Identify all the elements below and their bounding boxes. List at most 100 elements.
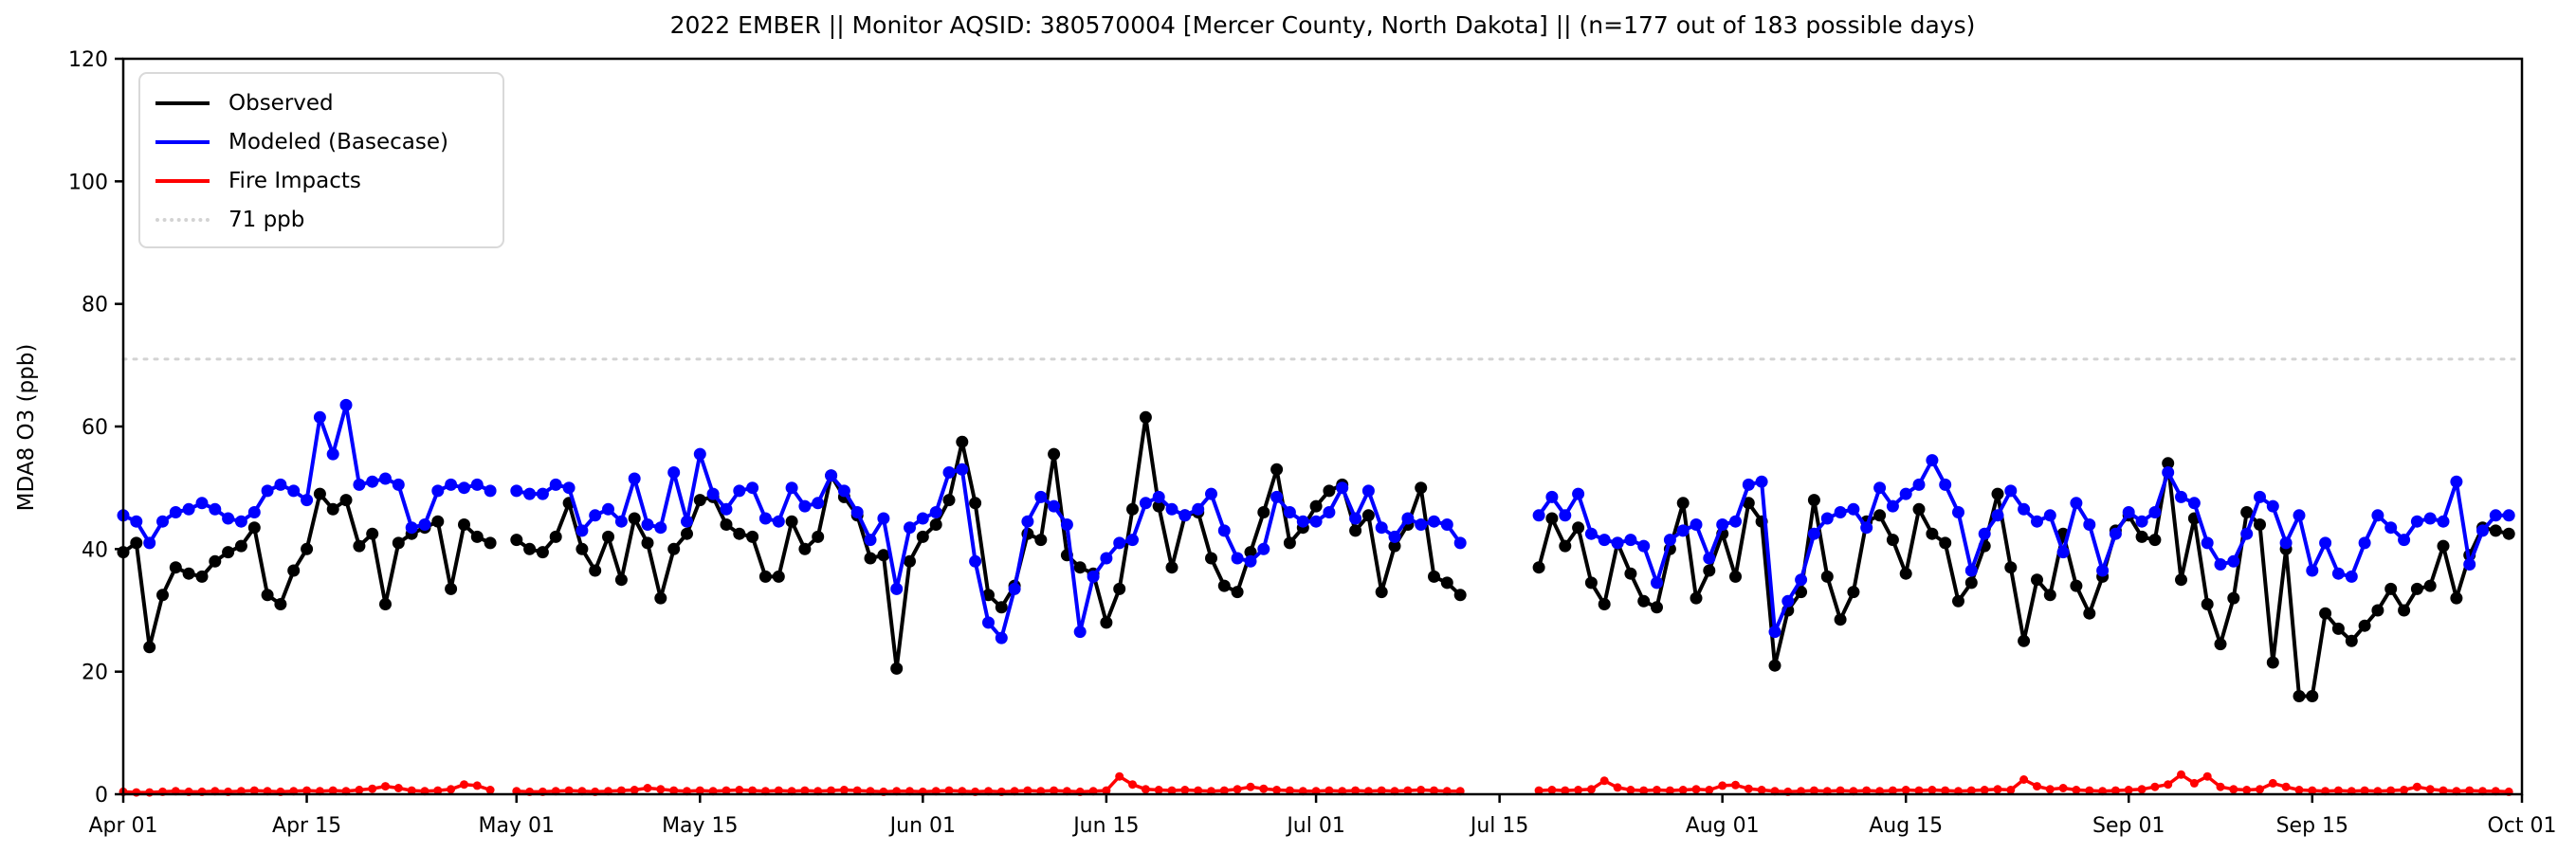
x-tick-label: May 01: [479, 814, 555, 838]
series-observed-marker: [510, 534, 523, 547]
series-fire-impacts-marker: [630, 786, 639, 794]
series-modeled-basecase-marker: [261, 484, 274, 498]
x-tick-label: Jul 15: [1469, 814, 1529, 838]
series-fire-impacts-marker: [1023, 786, 1032, 795]
series-modeled-basecase-marker: [1453, 536, 1467, 550]
series-modeled-basecase-marker: [890, 582, 904, 595]
series-modeled-basecase-marker: [758, 512, 772, 525]
series-modeled-basecase-marker: [2148, 506, 2162, 518]
series-observed-marker: [758, 570, 772, 583]
series-modeled-basecase-marker: [392, 478, 405, 491]
series-observed-marker: [1939, 536, 1952, 550]
series-fire-impacts-marker: [1901, 786, 1910, 794]
legend-item-fire: Fire Impacts: [140, 161, 502, 200]
series-modeled-basecase-marker: [1964, 564, 1978, 577]
series-observed-marker: [2358, 619, 2371, 632]
series-modeled-basecase-marker: [1847, 502, 1860, 516]
series-modeled-basecase-marker: [1899, 487, 1912, 500]
series-modeled-basecase-marker: [1100, 552, 1113, 565]
series-fire-impacts-marker: [1599, 776, 1609, 786]
series-fire-impacts-marker: [355, 786, 364, 794]
series-observed-marker: [812, 530, 825, 543]
series-fire-impacts-marker: [774, 786, 783, 795]
y-tick-label: 60: [82, 416, 108, 440]
series-fire-impacts-marker: [393, 784, 403, 792]
series-observed-marker: [1820, 570, 1834, 583]
series-fire-impacts-marker: [1154, 786, 1163, 794]
series-modeled-basecase-marker: [2004, 484, 2018, 498]
series-modeled-basecase-marker: [2070, 497, 2083, 510]
series-modeled-basecase-marker: [1873, 481, 1887, 495]
series-fire-impacts-marker: [643, 784, 652, 792]
series-modeled-basecase-marker: [222, 512, 235, 525]
series-observed-marker: [195, 570, 209, 583]
series-fire-impacts-marker: [2137, 785, 2147, 794]
series-modeled-basecase-marker: [1820, 512, 1834, 525]
series-modeled-basecase-marker: [2437, 515, 2450, 528]
series-modeled-basecase-marker: [1795, 573, 1808, 587]
series-modeled-basecase-marker: [733, 484, 746, 498]
series-fire-impacts-marker: [669, 786, 679, 795]
series-observed-marker: [1217, 579, 1231, 592]
series-fire-impacts-marker: [2256, 785, 2264, 794]
series-modeled-basecase-marker: [1165, 502, 1178, 516]
series-modeled-basecase-marker: [1781, 594, 1795, 608]
series-modeled-basecase-marker: [287, 484, 301, 498]
series-fire-impacts-marker: [1914, 786, 1924, 795]
legend-item-modeled: Modeled (Basecase): [140, 122, 502, 161]
series-modeled-basecase-marker: [904, 521, 916, 535]
series-modeled-basecase-marker: [837, 484, 850, 498]
series-modeled-basecase-marker: [536, 487, 549, 500]
series-modeled-basecase-marker: [2410, 515, 2423, 528]
series-modeled-basecase-marker: [681, 515, 693, 528]
series-modeled-basecase-marker: [942, 466, 956, 479]
series-observed-marker: [2384, 582, 2398, 595]
series-fire-impacts-marker: [2216, 782, 2225, 791]
series-modeled-basecase-marker: [1559, 509, 1572, 522]
series-modeled-basecase-marker: [2175, 490, 2187, 503]
series-observed-marker: [2083, 607, 2096, 620]
series-fire-impacts-marker: [1691, 785, 1701, 794]
chart-title: 2022 EMBER || Monitor AQSID: 380570004 […: [669, 11, 1976, 39]
series-observed-marker: [1532, 561, 1545, 574]
series-observed-marker: [1139, 410, 1152, 424]
series-observed-marker: [2410, 582, 2423, 595]
series-modeled-basecase-marker: [274, 478, 287, 491]
series-modeled-basecase-marker: [484, 484, 497, 498]
series-modeled-basecase-marker: [326, 447, 339, 461]
series-modeled-basecase-marker: [1676, 524, 1690, 537]
series-fire-impacts-marker: [800, 786, 810, 795]
series-modeled-basecase-marker: [1440, 518, 1453, 531]
series-modeled-basecase-marker: [2096, 564, 2110, 577]
series-fire-impacts-marker: [839, 786, 849, 794]
series-modeled-basecase-marker: [1952, 506, 1964, 518]
series-modeled-basecase-marker: [156, 515, 169, 528]
series-observed-marker: [1598, 598, 1611, 610]
series-fire-impacts-marker: [944, 786, 954, 795]
series-observed-marker: [1991, 487, 2004, 500]
series-modeled-basecase-marker: [850, 506, 864, 518]
series-observed-marker: [1205, 552, 1217, 565]
series-modeled-basecase-marker: [209, 502, 222, 516]
series-fire-impacts-marker: [2400, 786, 2409, 794]
series-observed-marker: [536, 546, 549, 559]
series-modeled-basecase-marker: [182, 502, 195, 516]
series-fire-impacts-marker: [735, 786, 744, 794]
series-observed-marker: [602, 530, 614, 543]
series-observed-marker: [2031, 573, 2043, 587]
series-fire-impacts-marker: [1718, 781, 1727, 790]
series-fire-impacts-marker: [1285, 786, 1294, 795]
series-modeled-basecase-marker: [825, 469, 838, 482]
series-fire-impacts-marker: [1980, 786, 1989, 794]
series-observed-marker: [1703, 564, 1716, 577]
series-modeled-basecase-marker: [1428, 515, 1440, 528]
series-observed-marker: [1807, 494, 1820, 507]
series-modeled-basecase-marker: [458, 481, 470, 495]
series-observed-marker: [693, 494, 706, 507]
series-fire-impacts-marker: [1888, 786, 1897, 795]
series-modeled-basecase-marker: [1768, 626, 1781, 639]
series-modeled-basecase-marker: [1257, 542, 1270, 555]
series-modeled-basecase-marker: [1361, 484, 1375, 498]
series-modeled-basecase-marker: [772, 515, 785, 528]
series-observed-marker: [458, 518, 470, 531]
